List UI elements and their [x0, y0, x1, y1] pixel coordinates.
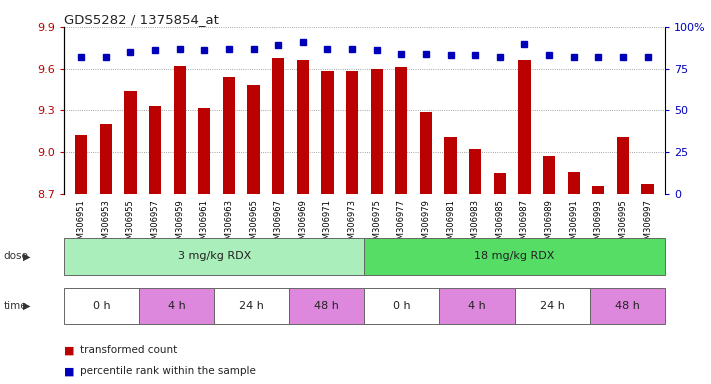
Text: transformed count: transformed count — [80, 345, 177, 355]
Text: 24 h: 24 h — [240, 301, 264, 311]
Text: 18 mg/kg RDX: 18 mg/kg RDX — [474, 251, 555, 262]
Bar — [173, 66, 186, 194]
Bar — [296, 60, 309, 194]
Bar — [272, 58, 284, 194]
Bar — [198, 108, 210, 194]
Bar — [124, 91, 137, 194]
Bar — [493, 173, 506, 194]
Bar — [592, 185, 604, 194]
Text: percentile rank within the sample: percentile rank within the sample — [80, 366, 255, 376]
Bar — [75, 136, 87, 194]
Bar — [395, 67, 407, 194]
Text: ▶: ▶ — [23, 301, 31, 311]
Text: 48 h: 48 h — [314, 301, 339, 311]
Text: 0 h: 0 h — [393, 301, 411, 311]
Text: 48 h: 48 h — [615, 301, 640, 311]
Bar — [247, 85, 260, 194]
Text: GDS5282 / 1375854_at: GDS5282 / 1375854_at — [64, 13, 219, 26]
Bar — [518, 60, 530, 194]
Bar — [641, 184, 653, 194]
Text: time: time — [4, 301, 27, 311]
Text: ■: ■ — [64, 366, 75, 376]
Text: 24 h: 24 h — [540, 301, 565, 311]
Bar — [616, 137, 629, 194]
Bar — [149, 106, 161, 194]
Text: 4 h: 4 h — [468, 301, 486, 311]
Text: 4 h: 4 h — [168, 301, 186, 311]
Bar — [469, 149, 481, 194]
Bar — [100, 124, 112, 194]
Bar — [321, 71, 333, 194]
Bar — [543, 156, 555, 194]
Text: 3 mg/kg RDX: 3 mg/kg RDX — [178, 251, 251, 262]
Text: ▶: ▶ — [23, 251, 31, 262]
Bar — [223, 77, 235, 194]
Bar — [346, 71, 358, 194]
Text: ■: ■ — [64, 345, 75, 355]
Bar — [370, 69, 383, 194]
Text: dose: dose — [4, 251, 28, 262]
Bar — [444, 137, 456, 194]
Text: 0 h: 0 h — [92, 301, 110, 311]
Bar — [567, 172, 580, 194]
Bar — [419, 112, 432, 194]
